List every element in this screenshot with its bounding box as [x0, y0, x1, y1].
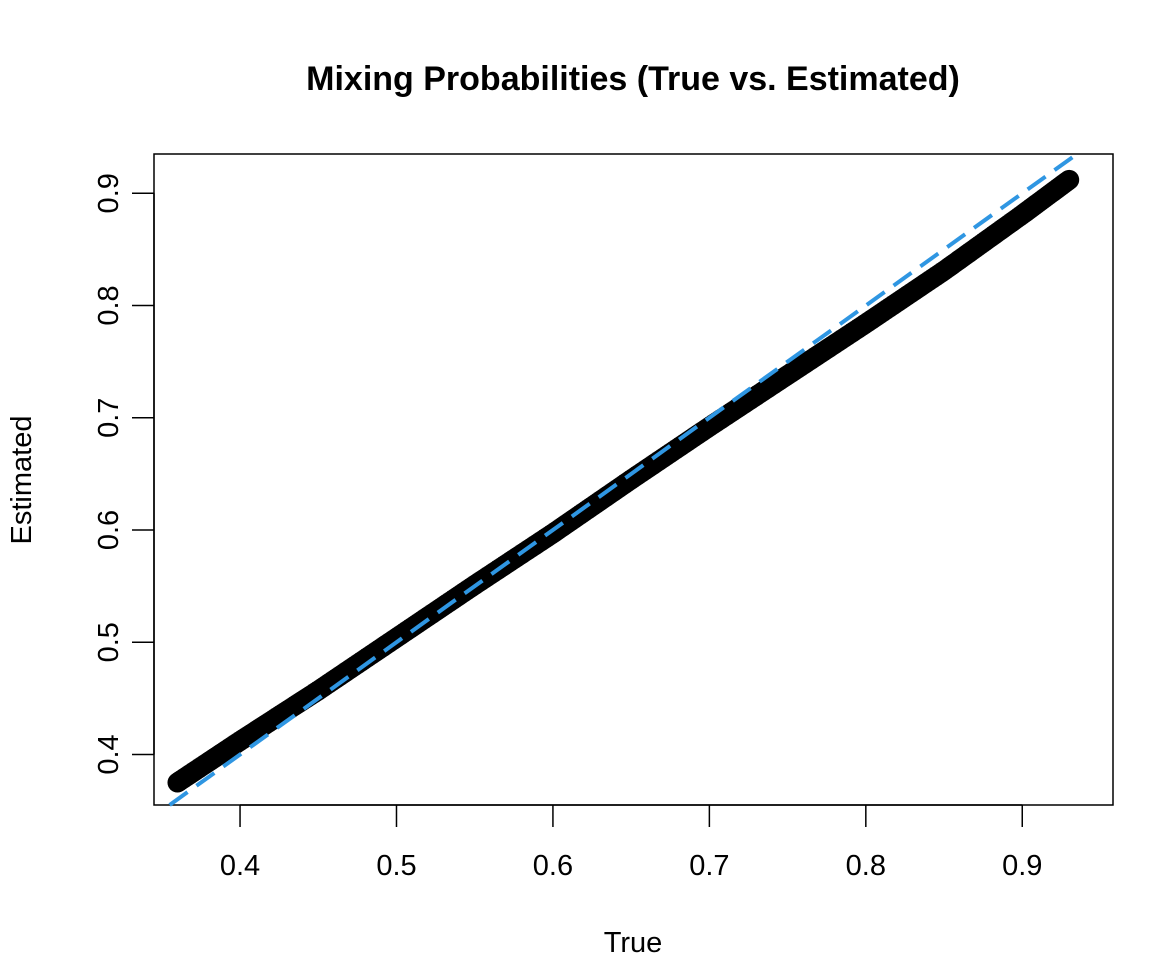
reference-line-identity — [168, 152, 1079, 807]
y-tick-label: 0.4 — [93, 734, 125, 774]
x-tick-label: 0.4 — [220, 850, 260, 882]
x-tick-label: 0.6 — [533, 850, 573, 882]
y-tick-label: 0.7 — [93, 398, 125, 438]
x-tick-label: 0.8 — [846, 850, 886, 882]
x-axis: 0.4 0.5 0.6 0.7 0.8 0.9 — [220, 804, 1042, 882]
data-point — [1059, 169, 1080, 190]
y-axis: 0.4 0.5 0.6 0.7 0.8 0.9 — [93, 173, 155, 775]
chart-title: Mixing Probabilities (True vs. Estimated… — [306, 60, 960, 98]
plot-area — [153, 152, 1114, 807]
data-layer — [167, 152, 1080, 807]
y-tick-label: 0.9 — [93, 173, 125, 213]
y-tick-label: 0.8 — [93, 285, 125, 325]
x-tick-label: 0.7 — [689, 850, 729, 882]
y-axis-title: Estimated — [6, 416, 38, 545]
x-tick-label: 0.9 — [1002, 850, 1042, 882]
y-tick-label: 0.5 — [93, 622, 125, 662]
x-tick-label: 0.5 — [376, 850, 416, 882]
y-tick-label: 0.6 — [93, 510, 125, 550]
x-axis-title: True — [604, 927, 663, 959]
